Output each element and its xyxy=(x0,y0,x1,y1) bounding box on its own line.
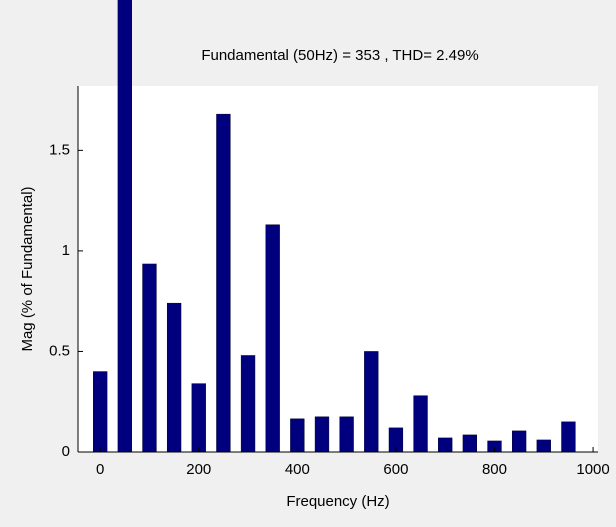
x-tick-label: 0 xyxy=(96,461,104,478)
x-tick-label: 800 xyxy=(482,461,507,478)
bar xyxy=(364,351,379,453)
y-tick-label: 1.5 xyxy=(49,141,70,158)
plot-area xyxy=(78,86,598,452)
x-tick-label: 1000 xyxy=(576,461,609,478)
bar xyxy=(561,421,576,453)
y-tick-label: 1 xyxy=(62,242,70,259)
bar xyxy=(191,383,206,453)
bar xyxy=(142,263,157,453)
bar xyxy=(240,355,256,453)
y-tick-label: 0 xyxy=(62,443,70,460)
x-tick-label: 400 xyxy=(285,461,310,478)
bar xyxy=(413,395,428,453)
bar xyxy=(117,0,132,453)
bar xyxy=(216,113,231,453)
bar xyxy=(511,430,527,453)
bar xyxy=(166,302,182,453)
bar xyxy=(536,439,551,453)
bar xyxy=(265,224,280,453)
bar xyxy=(438,437,453,453)
x-tick-label: 200 xyxy=(186,461,211,478)
x-axis-label: Frequency (Hz) xyxy=(286,493,389,510)
x-tick-label: 600 xyxy=(383,461,408,478)
bar xyxy=(314,416,330,453)
chart-title: Fundamental (50Hz) = 353 , THD= 2.49% xyxy=(201,47,478,64)
y-axis-label: Mag (% of Fundamental) xyxy=(19,186,36,351)
bar xyxy=(93,371,108,453)
bar xyxy=(339,416,354,453)
bar xyxy=(462,434,477,453)
y-tick-label: 0.5 xyxy=(49,342,70,359)
